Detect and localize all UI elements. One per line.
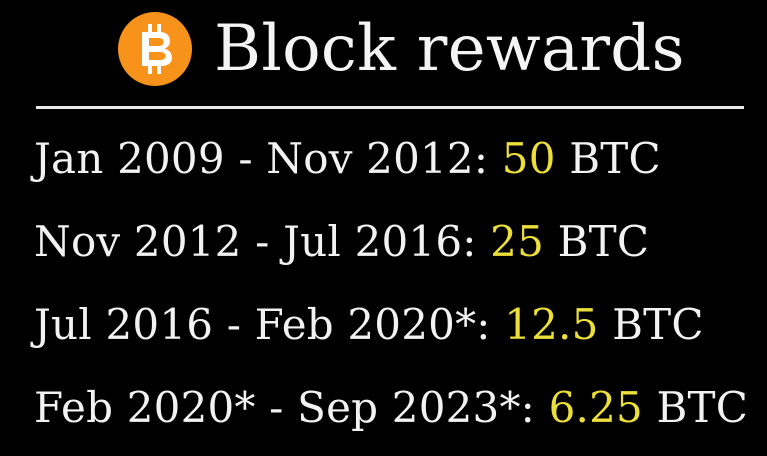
reward-row: Feb 2020* - Sep 2023*: 6.25 BTC (34, 373, 764, 456)
reward-row: Nov 2012 - Jul 2016: 25 BTC (34, 207, 764, 290)
reward-row: Jan 2009 - Nov 2012: 50 BTC (34, 124, 764, 207)
reward-amount: 6.25 (548, 383, 643, 432)
reward-row: Jul 2016 - Feb 2020*: 12.5 BTC (34, 290, 764, 373)
page-title: Block rewards (214, 12, 685, 86)
reward-unit: BTC (656, 383, 749, 432)
reward-amount: 25 (490, 217, 545, 266)
reward-unit: BTC (569, 134, 661, 183)
header: Block rewards (118, 10, 685, 88)
reward-unit: BTC (612, 300, 704, 349)
reward-period: Feb 2020* - Sep 2023*: (34, 383, 536, 432)
reward-unit: BTC (557, 217, 650, 266)
reward-period: Jul 2016 - Feb 2020*: (34, 300, 491, 349)
reward-amount: 50 (501, 134, 556, 183)
reward-list: Jan 2009 - Nov 2012: 50 BTC Nov 2012 - J… (34, 124, 764, 456)
reward-amount: 12.5 (504, 300, 599, 349)
reward-period: Jan 2009 - Nov 2012: (34, 134, 489, 183)
divider (36, 106, 744, 109)
bitcoin-icon (118, 12, 192, 86)
reward-period: Nov 2012 - Jul 2016: (34, 217, 477, 266)
